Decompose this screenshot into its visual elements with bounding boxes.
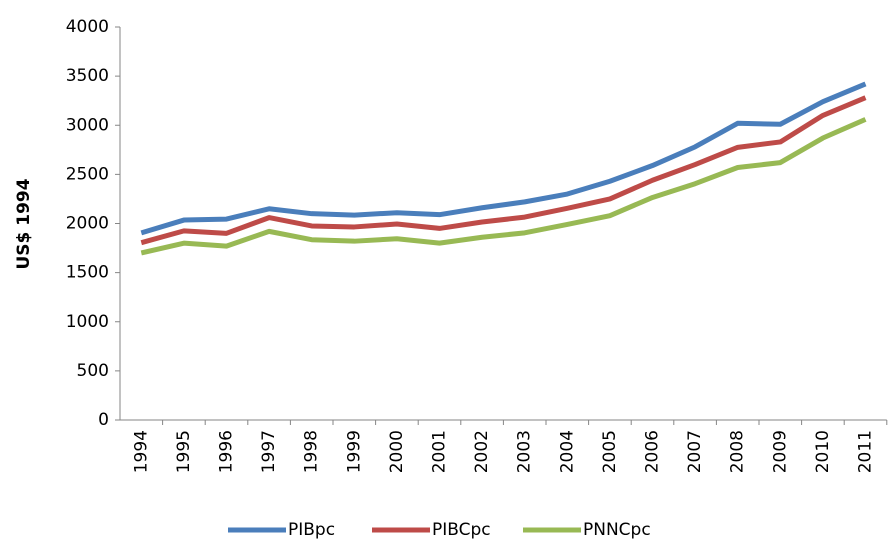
x-tick-label: 2005 — [600, 430, 620, 473]
y-tick-label: 3500 — [66, 66, 109, 86]
x-tick-label: 2008 — [728, 430, 748, 473]
y-tick-label: 1000 — [66, 312, 109, 332]
x-tick-label: 2000 — [387, 430, 407, 473]
y-tick-label: 0 — [98, 410, 109, 430]
x-tick-label: 2001 — [430, 430, 450, 473]
x-tick-label: 2010 — [813, 430, 833, 473]
y-tick-label: 1500 — [66, 263, 109, 283]
y-tick-label: 2000 — [66, 214, 109, 234]
y-axis-label: US$ 1994 — [14, 178, 34, 269]
x-tick-label: 2011 — [856, 430, 876, 473]
x-tick-label: 2006 — [643, 430, 663, 473]
x-tick-label: 2003 — [515, 430, 535, 473]
x-tick-label: 1994 — [131, 430, 151, 473]
x-tick-label: 2007 — [685, 430, 705, 473]
legend-label: PIBCpc — [432, 520, 491, 540]
x-tick-label: 1995 — [174, 430, 194, 473]
y-tick-label: 500 — [77, 361, 109, 381]
legend-label: PIBpc — [288, 520, 335, 540]
y-tick-label: 2500 — [66, 164, 109, 184]
x-tick-label: 1999 — [344, 430, 364, 473]
y-tick-label: 3000 — [66, 115, 109, 135]
legend-label: PNNCpc — [583, 520, 651, 540]
line — [140, 81, 867, 236]
x-tick-label: 1996 — [217, 430, 237, 473]
x-tick-label: 2004 — [557, 430, 577, 473]
y-tick-label: 4000 — [66, 17, 109, 37]
line — [140, 95, 867, 246]
x-tick-label: 2009 — [770, 430, 790, 473]
x-tick-label: 1998 — [302, 430, 322, 473]
line — [140, 117, 867, 256]
x-tick-label: 1997 — [259, 430, 279, 473]
x-tick-label: 2002 — [472, 430, 492, 473]
